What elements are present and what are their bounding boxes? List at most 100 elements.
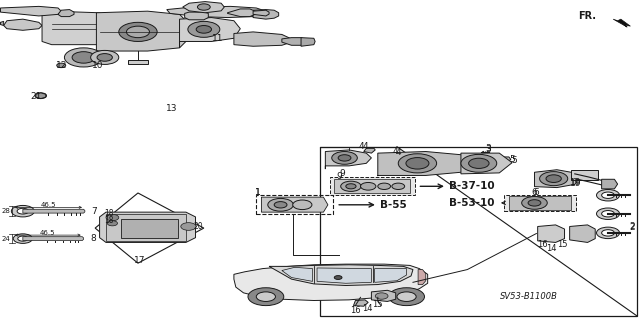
Circle shape bbox=[346, 184, 356, 189]
Polygon shape bbox=[534, 170, 579, 188]
Bar bbox=[129, 60, 148, 64]
Circle shape bbox=[602, 230, 614, 236]
Circle shape bbox=[256, 292, 275, 301]
Circle shape bbox=[406, 158, 429, 169]
Text: SV53-B1100B: SV53-B1100B bbox=[500, 292, 557, 300]
Circle shape bbox=[338, 155, 351, 161]
Polygon shape bbox=[282, 38, 306, 45]
Polygon shape bbox=[234, 32, 291, 46]
Circle shape bbox=[13, 234, 33, 243]
Polygon shape bbox=[253, 10, 278, 19]
Circle shape bbox=[340, 181, 361, 191]
Text: 9: 9 bbox=[340, 169, 346, 178]
Polygon shape bbox=[282, 267, 312, 281]
Text: 7: 7 bbox=[92, 207, 97, 216]
Text: 28: 28 bbox=[1, 208, 10, 214]
Polygon shape bbox=[269, 265, 413, 286]
Text: 14: 14 bbox=[547, 244, 557, 253]
Text: 4: 4 bbox=[359, 142, 365, 151]
Circle shape bbox=[12, 205, 35, 217]
Polygon shape bbox=[100, 212, 196, 242]
Text: 12: 12 bbox=[56, 61, 67, 70]
Text: 17: 17 bbox=[134, 256, 146, 265]
Polygon shape bbox=[378, 152, 468, 176]
Circle shape bbox=[546, 175, 561, 182]
Polygon shape bbox=[364, 148, 375, 153]
Circle shape bbox=[332, 152, 357, 164]
Bar bbox=[256, 195, 333, 214]
Polygon shape bbox=[317, 268, 371, 283]
Polygon shape bbox=[106, 214, 186, 241]
Text: 46.5: 46.5 bbox=[41, 203, 56, 208]
Circle shape bbox=[292, 200, 312, 210]
Text: 4: 4 bbox=[393, 147, 399, 156]
Polygon shape bbox=[418, 270, 426, 285]
Text: B-37-10: B-37-10 bbox=[449, 181, 495, 191]
Bar bbox=[320, 147, 637, 316]
Text: 1: 1 bbox=[255, 188, 260, 197]
Circle shape bbox=[468, 158, 489, 168]
Text: 8: 8 bbox=[90, 234, 96, 243]
Text: 46.5: 46.5 bbox=[40, 230, 55, 236]
Text: 2: 2 bbox=[630, 222, 635, 231]
Circle shape bbox=[97, 54, 113, 61]
Circle shape bbox=[392, 183, 404, 189]
Polygon shape bbox=[461, 153, 512, 174]
Polygon shape bbox=[36, 93, 45, 99]
Circle shape bbox=[388, 288, 424, 306]
Circle shape bbox=[540, 172, 568, 186]
Circle shape bbox=[596, 208, 620, 219]
Polygon shape bbox=[261, 197, 328, 212]
Text: B-53-10: B-53-10 bbox=[449, 198, 495, 208]
Circle shape bbox=[17, 208, 29, 214]
Text: 15: 15 bbox=[372, 300, 383, 309]
Polygon shape bbox=[97, 11, 186, 51]
Text: 3: 3 bbox=[485, 144, 491, 153]
Circle shape bbox=[334, 276, 342, 279]
Circle shape bbox=[72, 52, 95, 63]
Circle shape bbox=[274, 202, 287, 208]
Bar bbox=[504, 195, 576, 211]
Circle shape bbox=[196, 26, 211, 33]
Polygon shape bbox=[301, 38, 315, 46]
Circle shape bbox=[91, 50, 119, 64]
Polygon shape bbox=[509, 196, 571, 210]
Polygon shape bbox=[602, 179, 618, 189]
Polygon shape bbox=[167, 6, 266, 18]
Text: 19: 19 bbox=[570, 179, 582, 188]
Circle shape bbox=[596, 227, 620, 239]
Polygon shape bbox=[1, 21, 4, 26]
Text: 14: 14 bbox=[362, 304, 373, 313]
Text: 15: 15 bbox=[557, 241, 567, 249]
Text: 4: 4 bbox=[396, 148, 401, 157]
Text: B-55: B-55 bbox=[380, 200, 406, 210]
Bar bbox=[571, 170, 598, 180]
Text: 11: 11 bbox=[212, 34, 223, 43]
Circle shape bbox=[248, 288, 284, 306]
Text: 5: 5 bbox=[509, 155, 515, 164]
Polygon shape bbox=[227, 9, 255, 17]
Circle shape bbox=[397, 292, 416, 301]
Text: 6: 6 bbox=[533, 189, 539, 197]
Polygon shape bbox=[1, 6, 61, 16]
Polygon shape bbox=[183, 2, 224, 13]
Circle shape bbox=[65, 48, 103, 67]
Text: FR.: FR. bbox=[579, 11, 596, 21]
Polygon shape bbox=[613, 19, 630, 27]
Text: 5: 5 bbox=[511, 156, 517, 165]
Circle shape bbox=[35, 93, 47, 99]
Text: 18: 18 bbox=[104, 216, 114, 225]
Circle shape bbox=[57, 63, 66, 68]
Circle shape bbox=[522, 197, 547, 209]
Polygon shape bbox=[23, 237, 84, 241]
Text: 20: 20 bbox=[194, 222, 204, 231]
Polygon shape bbox=[42, 11, 106, 45]
Circle shape bbox=[108, 221, 118, 226]
Polygon shape bbox=[185, 12, 208, 20]
Circle shape bbox=[596, 189, 620, 201]
Text: 1: 1 bbox=[255, 189, 260, 197]
Circle shape bbox=[119, 22, 157, 41]
Text: 6: 6 bbox=[532, 188, 538, 197]
Text: 2: 2 bbox=[630, 223, 635, 232]
Polygon shape bbox=[394, 154, 404, 159]
